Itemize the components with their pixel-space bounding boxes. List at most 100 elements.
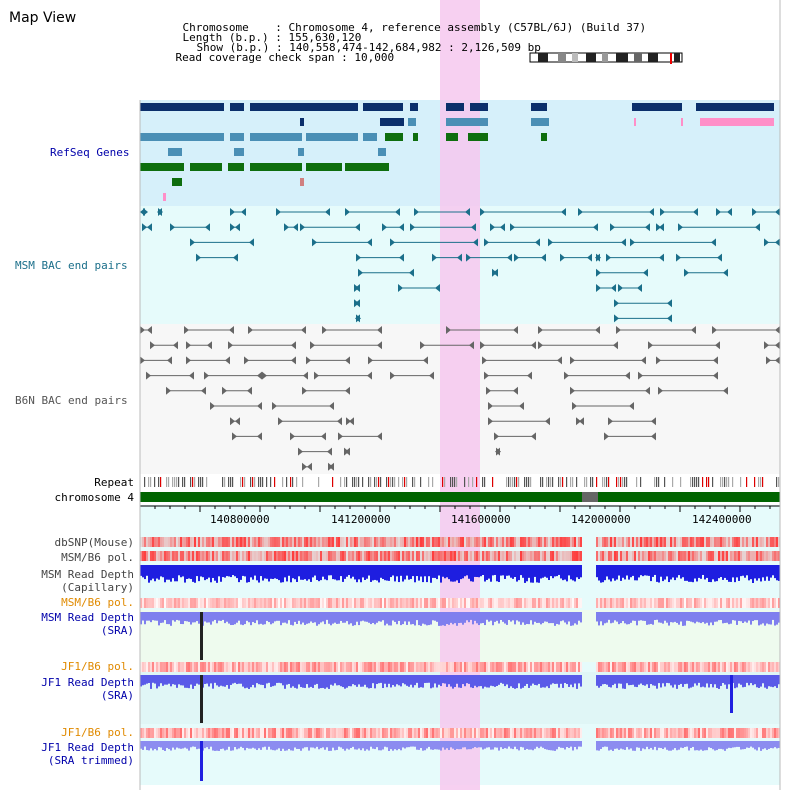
repeat-mark[interactable] — [202, 477, 204, 487]
repeat-mark[interactable] — [222, 477, 224, 487]
repeat-mark[interactable] — [374, 477, 376, 487]
bac-end-marker[interactable] — [329, 462, 334, 471]
repeat-mark[interactable] — [758, 477, 760, 487]
repeat-mark[interactable] — [694, 477, 696, 487]
bac-end-marker[interactable] — [465, 208, 470, 216]
bac-end-marker[interactable] — [727, 208, 732, 216]
repeat-mark[interactable] — [198, 477, 200, 487]
repeat-mark[interactable] — [468, 477, 470, 487]
repeat-mark[interactable] — [182, 477, 184, 487]
bac-end-marker[interactable] — [355, 223, 360, 232]
bac-end-marker[interactable] — [621, 238, 626, 247]
bac-end-marker[interactable] — [495, 447, 500, 456]
repeat-mark[interactable] — [166, 477, 168, 487]
repeat-mark[interactable] — [698, 477, 700, 487]
bac-end-marker[interactable] — [399, 223, 404, 232]
repeat-mark[interactable] — [708, 477, 710, 487]
repeat-mark[interactable] — [378, 477, 380, 487]
repeat-track[interactable] — [144, 477, 780, 487]
bac-end-marker[interactable] — [482, 356, 487, 365]
bac-end-marker[interactable] — [248, 326, 253, 334]
bac-end-marker[interactable] — [157, 208, 162, 216]
repeat-mark[interactable] — [158, 477, 160, 487]
refseq-genes[interactable] — [140, 103, 774, 201]
bac-end-marker[interactable] — [140, 326, 145, 334]
bac-end-marker[interactable] — [367, 238, 372, 247]
repeat-mark[interactable] — [302, 477, 304, 487]
gene-feature[interactable] — [531, 103, 547, 111]
bac-end-marker[interactable] — [596, 268, 601, 277]
bac-end-marker[interactable] — [307, 462, 312, 471]
repeat-mark[interactable] — [174, 477, 176, 487]
bac-end-marker[interactable] — [723, 386, 728, 395]
repeat-mark[interactable] — [262, 477, 264, 487]
bac-end-marker[interactable] — [241, 208, 246, 216]
bac-end-marker[interactable] — [147, 326, 152, 334]
bac-end-marker[interactable] — [355, 314, 360, 323]
repeat-mark[interactable] — [160, 477, 162, 487]
bac-end-marker[interactable] — [625, 371, 630, 380]
bac-end-marker[interactable] — [510, 223, 515, 232]
bac-end-marker[interactable] — [167, 356, 172, 365]
bac-end-marker[interactable] — [367, 371, 372, 380]
repeat-mark[interactable] — [402, 477, 404, 487]
repeat-mark[interactable] — [510, 477, 512, 487]
bac-end-marker[interactable] — [225, 356, 230, 365]
bac-end-marker[interactable] — [656, 356, 661, 365]
bac-end-marker[interactable] — [608, 417, 613, 426]
bac-end-marker[interactable] — [446, 326, 451, 334]
repeat-mark[interactable] — [266, 477, 268, 487]
repeat-mark[interactable] — [318, 477, 320, 487]
repeat-mark[interactable] — [398, 477, 400, 487]
bac-end-marker[interactable] — [713, 371, 718, 380]
gene-feature[interactable] — [250, 163, 302, 171]
repeat-mark[interactable] — [664, 477, 666, 487]
repeat-mark[interactable] — [562, 477, 564, 487]
repeat-mark[interactable] — [524, 477, 526, 487]
repeat-mark[interactable] — [472, 477, 474, 487]
bac-end-marker[interactable] — [235, 223, 240, 232]
gene-feature[interactable] — [700, 118, 774, 126]
bac-end-marker[interactable] — [775, 326, 780, 334]
repeat-mark[interactable] — [702, 477, 704, 487]
bac-end-marker[interactable] — [230, 208, 235, 216]
bac-end-marker[interactable] — [230, 417, 235, 426]
repeat-mark[interactable] — [720, 477, 722, 487]
bac-end-marker[interactable] — [321, 432, 326, 441]
repeat-mark[interactable] — [680, 477, 682, 487]
bac-end-marker[interactable] — [142, 223, 147, 232]
repeat-mark[interactable] — [292, 477, 294, 487]
bac-end-marker[interactable] — [659, 253, 664, 262]
bac-end-marker[interactable] — [513, 326, 518, 334]
bac-end-marker[interactable] — [775, 238, 780, 247]
bac-end-marker[interactable] — [480, 341, 485, 350]
bac-end-marker[interactable] — [457, 253, 462, 262]
repeat-mark[interactable] — [778, 477, 780, 487]
bac-end-marker[interactable] — [358, 268, 363, 277]
repeat-mark[interactable] — [144, 477, 146, 487]
bac-end-marker[interactable] — [541, 253, 546, 262]
gene-feature[interactable] — [228, 163, 244, 171]
bac-end-marker[interactable] — [713, 356, 718, 365]
repeat-mark[interactable] — [558, 477, 560, 487]
repeat-mark[interactable] — [456, 477, 458, 487]
repeat-mark[interactable] — [640, 477, 642, 487]
repeat-mark[interactable] — [576, 477, 578, 487]
repeat-mark[interactable] — [606, 477, 608, 487]
bac-end-marker[interactable] — [244, 356, 249, 365]
bac-end-marker[interactable] — [775, 208, 780, 216]
bac-end-marker[interactable] — [398, 284, 403, 292]
repeat-mark[interactable] — [252, 477, 254, 487]
bac-end-marker[interactable] — [272, 402, 277, 410]
repeat-mark[interactable] — [240, 477, 242, 487]
bac-end-marker[interactable] — [752, 208, 757, 216]
bac-end-marker[interactable] — [716, 208, 721, 216]
repeat-mark[interactable] — [442, 477, 444, 487]
bac-end-marker[interactable] — [572, 402, 577, 410]
bac-end-marker[interactable] — [629, 402, 634, 410]
bac-end-marker[interactable] — [656, 223, 661, 232]
bac-end-marker[interactable] — [196, 253, 201, 262]
repeat-mark[interactable] — [546, 477, 548, 487]
bac-end-marker[interactable] — [322, 326, 327, 334]
selected-region-highlight[interactable] — [440, 0, 480, 790]
